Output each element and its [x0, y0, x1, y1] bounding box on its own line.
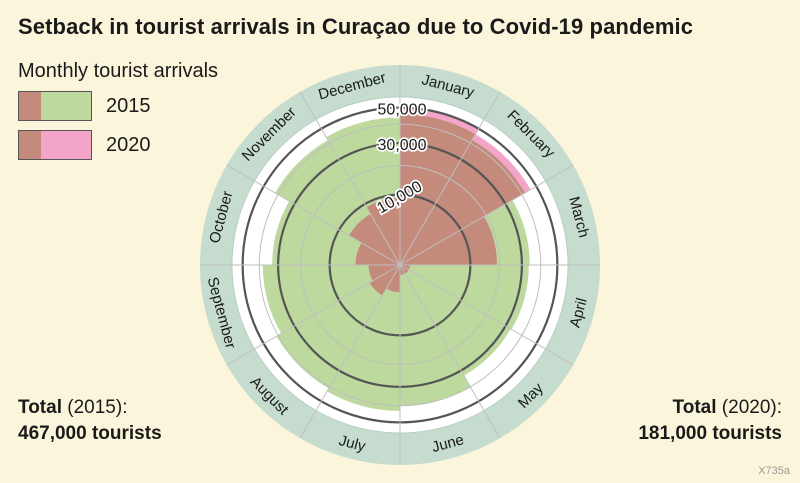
spoke-line	[399, 264, 574, 366]
total-2020-value: 181,000 tourists	[638, 423, 782, 444]
legend-swatch-2015	[18, 91, 92, 121]
legend-label-2015: 2015	[106, 94, 151, 117]
sector-june-2015	[400, 265, 471, 406]
sector-october-overlap	[355, 242, 400, 265]
inner-ring-edge	[231, 96, 569, 434]
tick-label-30000: 30,000	[378, 137, 427, 154]
sector-september-2015	[262, 265, 400, 334]
sector-december-overlap	[366, 198, 400, 265]
credit-code: X735a	[758, 465, 790, 477]
sector-november-overlap	[349, 214, 400, 265]
spoke-line	[226, 264, 401, 366]
total-2015-label: Total	[18, 397, 62, 418]
legend-item-2015: 2015	[18, 91, 151, 121]
sector-april-2015	[400, 265, 529, 330]
sector-may-overlap	[400, 265, 409, 274]
spoke-line	[399, 264, 501, 439]
legend-label-2020: 2020	[106, 133, 151, 156]
legend-item-2020: 2020	[18, 130, 151, 160]
spoke-line	[399, 164, 574, 266]
total-2015-year: (2015):	[67, 397, 128, 418]
spoke-line	[299, 91, 401, 266]
chart-subtitle: Monthly tourist arrivals	[18, 60, 219, 82]
spoke-line	[226, 164, 401, 266]
sector-august-2015	[276, 265, 400, 389]
total-2020: Total (2020): 181,000 tourists	[638, 395, 782, 447]
sector-september-overlap	[368, 265, 400, 281]
total-2020-label: Total	[672, 397, 717, 418]
chart-title: Setback in tourist arrivals in Curaçao d…	[18, 14, 694, 39]
spoke-line	[299, 264, 401, 439]
sector-august-overlap	[369, 265, 400, 296]
total-2015-value: 467,000 tourists	[18, 423, 162, 444]
tick-label-50000: 50,000	[378, 102, 427, 119]
month-label-july: July	[337, 432, 368, 455]
spoke-line	[399, 91, 501, 266]
sector-may-2015	[400, 265, 511, 376]
legend-swatch-2020	[18, 130, 92, 160]
sector-january-overlap	[400, 114, 476, 265]
sector-march-overlap	[400, 216, 497, 265]
total-2015: Total (2015): 467,000 tourists	[18, 395, 162, 447]
sector-february-overlap	[400, 140, 525, 265]
total-2020-year: (2020):	[721, 397, 782, 418]
